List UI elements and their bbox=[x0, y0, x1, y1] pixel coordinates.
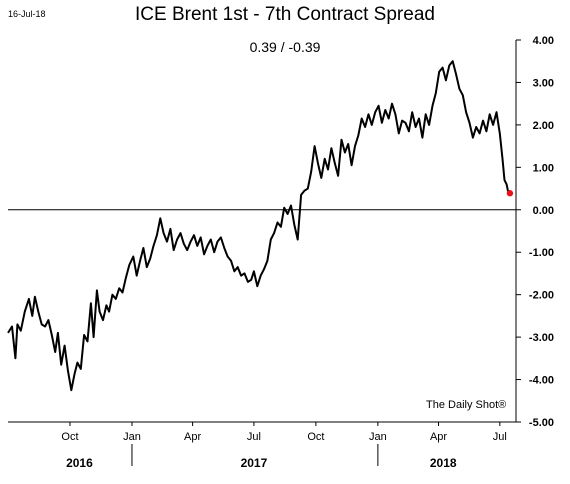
date-stamp: 16-Jul-18 bbox=[8, 9, 46, 19]
x-tick-label: Jul bbox=[247, 431, 261, 443]
y-tick-label: -2.00 bbox=[529, 290, 554, 302]
y-tick-label: 0.00 bbox=[533, 205, 554, 217]
y-tick-label: -4.00 bbox=[529, 375, 554, 387]
x-tick-label: Apr bbox=[430, 431, 447, 443]
x-tick-label: Oct bbox=[61, 431, 78, 443]
last-value-marker bbox=[506, 190, 514, 197]
x-tick-label: Oct bbox=[307, 431, 324, 443]
x-tick-label: Jan bbox=[369, 431, 387, 443]
year-label: 2017 bbox=[241, 456, 268, 470]
value-readout: 0.39 / -0.39 bbox=[249, 39, 321, 55]
x-tick-label: Jul bbox=[493, 431, 507, 443]
year-label: 2016 bbox=[66, 456, 93, 470]
series-line bbox=[7, 60, 511, 392]
y-tick-label: 3.00 bbox=[533, 77, 554, 89]
y-tick-label: 1.00 bbox=[533, 162, 554, 174]
y-tick-label: -3.00 bbox=[529, 332, 554, 344]
x-tick-label: Apr bbox=[184, 431, 201, 443]
chart-title: ICE Brent 1st - 7th Contract Spread bbox=[135, 4, 435, 25]
x-tick-label: Jan bbox=[123, 431, 141, 443]
source-credit: The Daily Shot® bbox=[426, 399, 507, 411]
y-tick-label: -5.00 bbox=[529, 417, 554, 429]
year-label: 2018 bbox=[430, 456, 457, 470]
y-tick-label: 4.00 bbox=[533, 35, 554, 47]
y-tick-label: -1.00 bbox=[529, 247, 554, 259]
plot-area bbox=[7, 60, 516, 392]
y-tick-label: 2.00 bbox=[533, 120, 554, 132]
y-axis: 4.00 3.00 2.00 1.00 0.00 -1.00 -2.00 -3.00 -4.00… bbox=[515, 35, 554, 429]
x-axis: Oct Jan Apr Jul Oct Jan Apr Jul 2016 2017 2018 bbox=[8, 421, 516, 470]
